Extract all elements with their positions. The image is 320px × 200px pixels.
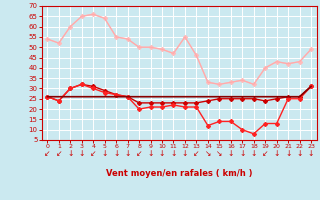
Text: ↓: ↓ — [296, 149, 303, 158]
Text: ↙: ↙ — [90, 149, 96, 158]
Text: ↙: ↙ — [56, 149, 62, 158]
Text: ↓: ↓ — [182, 149, 188, 158]
X-axis label: Vent moyen/en rafales ( km/h ): Vent moyen/en rafales ( km/h ) — [106, 169, 252, 178]
Text: ↓: ↓ — [67, 149, 74, 158]
Text: ↓: ↓ — [274, 149, 280, 158]
Text: ↓: ↓ — [285, 149, 291, 158]
Text: ↘: ↘ — [205, 149, 211, 158]
Text: ↙: ↙ — [193, 149, 200, 158]
Text: ↘: ↘ — [216, 149, 222, 158]
Text: ↓: ↓ — [170, 149, 177, 158]
Text: ↓: ↓ — [228, 149, 234, 158]
Text: ↙: ↙ — [44, 149, 51, 158]
Text: ↓: ↓ — [147, 149, 154, 158]
Text: ↙: ↙ — [262, 149, 268, 158]
Text: ↓: ↓ — [101, 149, 108, 158]
Text: ↓: ↓ — [239, 149, 245, 158]
Text: ↓: ↓ — [251, 149, 257, 158]
Text: ↙: ↙ — [136, 149, 142, 158]
Text: ↓: ↓ — [308, 149, 314, 158]
Text: ↓: ↓ — [124, 149, 131, 158]
Text: ↓: ↓ — [78, 149, 85, 158]
Text: ↓: ↓ — [113, 149, 119, 158]
Text: ↓: ↓ — [159, 149, 165, 158]
